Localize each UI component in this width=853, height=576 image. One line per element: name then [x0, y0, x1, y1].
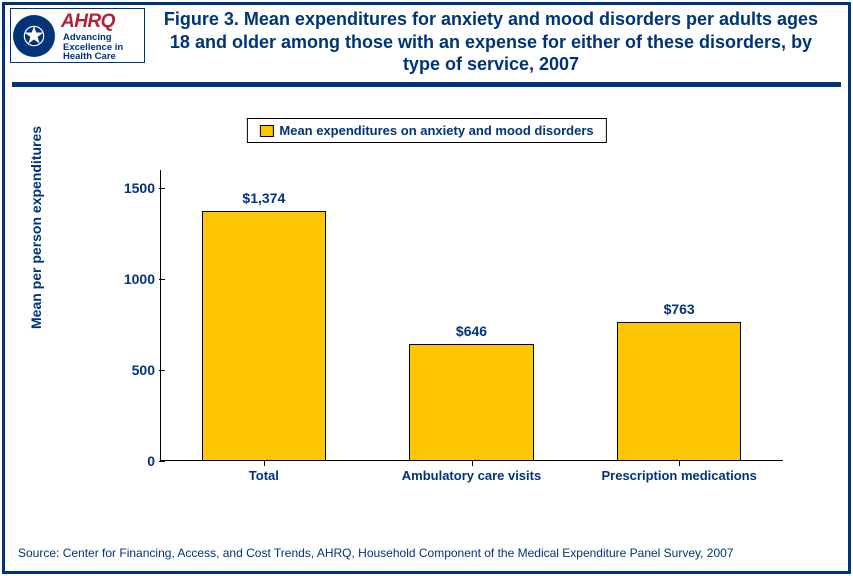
y-tick: 1500 [115, 180, 155, 196]
legend: Mean expenditures on anxiety and mood di… [246, 118, 606, 143]
bar-value-label: $646 [456, 323, 487, 339]
header: AHRQ Advancing Excellence in Health Care… [6, 6, 847, 76]
logo-box: AHRQ Advancing Excellence in Health Care [10, 8, 145, 63]
x-category-label: Prescription medications [599, 469, 759, 484]
bar-value-label: $763 [664, 301, 695, 317]
plot-region: 050010001500$1,374Total$646Ambulatory ca… [160, 170, 783, 461]
figure-title: Figure 3. Mean expenditures for anxiety … [145, 6, 847, 76]
x-category-label: Total [184, 469, 344, 484]
legend-label: Mean expenditures on anxiety and mood di… [279, 123, 593, 138]
bar-value-label: $1,374 [242, 190, 285, 206]
ahrq-tagline-3: Health Care [61, 52, 144, 62]
header-rule [12, 82, 841, 87]
x-category-label: Ambulatory care visits [392, 469, 552, 484]
source-note: Source: Center for Financing, Access, an… [18, 546, 734, 560]
hhs-seal-icon [13, 15, 55, 57]
y-axis-label: Mean per person expenditures [28, 126, 44, 329]
x-tick-mark [679, 461, 680, 466]
y-tick: 500 [115, 362, 155, 378]
y-axis-line [160, 170, 161, 461]
ahrq-name: AHRQ [61, 11, 144, 33]
x-tick-mark [264, 461, 265, 466]
bar: $763 [617, 322, 742, 461]
bar: $646 [409, 344, 534, 461]
x-tick-mark [472, 461, 473, 466]
legend-swatch [259, 125, 273, 137]
bar: $1,374 [202, 211, 327, 461]
y-tick: 0 [115, 453, 155, 469]
y-tick: 1000 [115, 271, 155, 287]
ahrq-logo: AHRQ Advancing Excellence in Health Care [57, 9, 144, 63]
chart-area: Mean expenditures on anxiety and mood di… [30, 100, 823, 516]
